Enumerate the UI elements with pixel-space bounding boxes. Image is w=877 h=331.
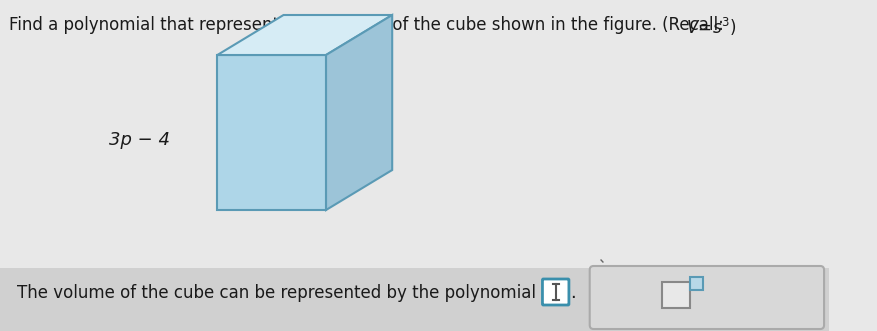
FancyBboxPatch shape — [543, 279, 569, 305]
Bar — [661, 282, 690, 308]
Text: The volume of the cube can be represented by the polynomial: The volume of the cube can be represente… — [17, 284, 536, 302]
Text: $\mathit{V}\!=\!\mathit{s}^3$): $\mathit{V}\!=\!\mathit{s}^3$) — [686, 16, 737, 38]
Text: Find a polynomial that represents the volume of the cube shown in the figure. (R: Find a polynomial that represents the vo… — [10, 16, 730, 34]
Bar — [0, 268, 829, 331]
Polygon shape — [217, 55, 326, 210]
Polygon shape — [217, 15, 392, 55]
Bar — [690, 277, 703, 290]
Text: 3p − 4: 3p − 4 — [109, 131, 169, 149]
FancyBboxPatch shape — [589, 266, 824, 329]
Text: .: . — [570, 284, 575, 302]
Polygon shape — [326, 15, 392, 210]
